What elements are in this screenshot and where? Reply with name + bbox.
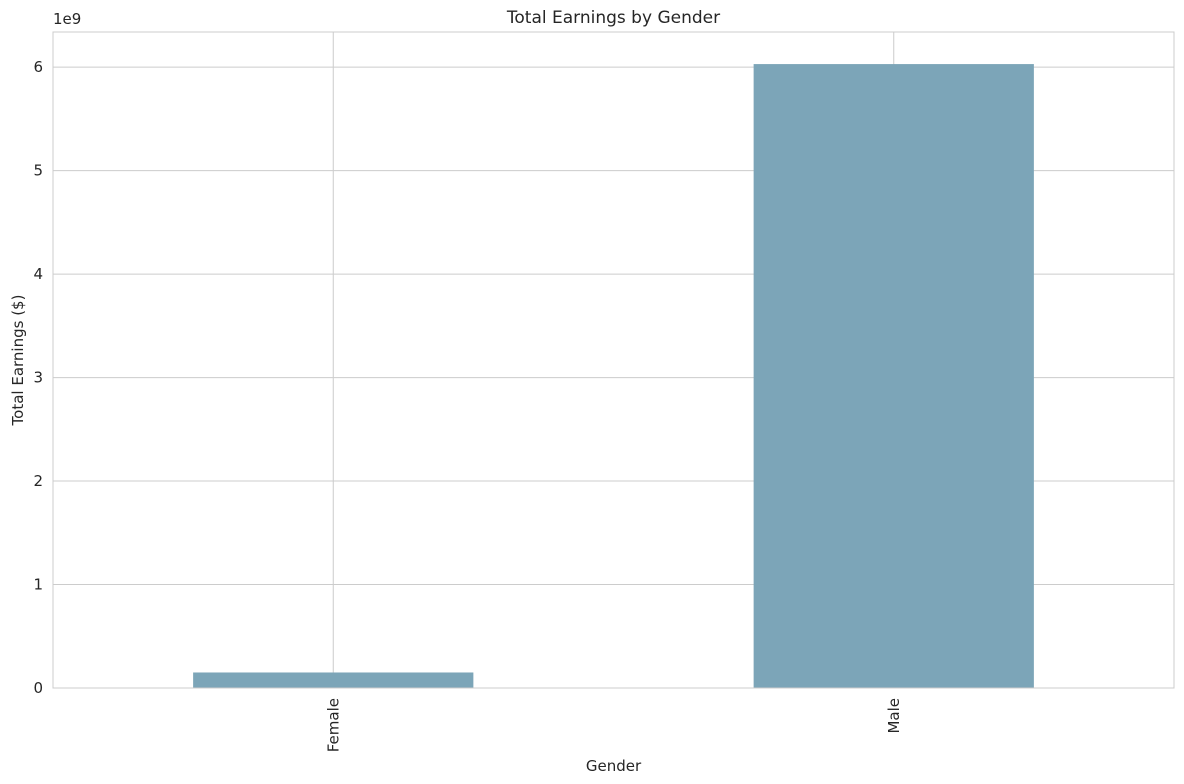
bars [193, 64, 1034, 689]
bar-male [753, 64, 1034, 689]
x-tick-label: Female [324, 698, 342, 752]
y-scale-label: 1e9 [53, 10, 81, 28]
grid [53, 32, 1174, 689]
y-tick-label: 4 [33, 265, 43, 283]
y-tick-labels: 0 1 2 3 4 5 6 [33, 58, 43, 697]
plot-frame [52, 31, 1175, 689]
x-axis-title: Gender [586, 757, 642, 775]
y-tick-label: 1 [33, 576, 43, 594]
y-tick-label: 0 [33, 679, 43, 697]
x-tick-label: Male [885, 698, 903, 734]
y-tick-label: 3 [33, 369, 43, 387]
y-tick-label: 2 [33, 472, 43, 490]
x-tick-labels: Female Male [324, 698, 903, 752]
y-tick-label: 5 [33, 162, 43, 180]
y-axis-title: Total Earnings ($) [9, 295, 27, 427]
y-tick-label: 6 [33, 58, 43, 76]
bar-female [193, 672, 474, 688]
chart-title: Total Earnings by Gender [506, 8, 720, 28]
